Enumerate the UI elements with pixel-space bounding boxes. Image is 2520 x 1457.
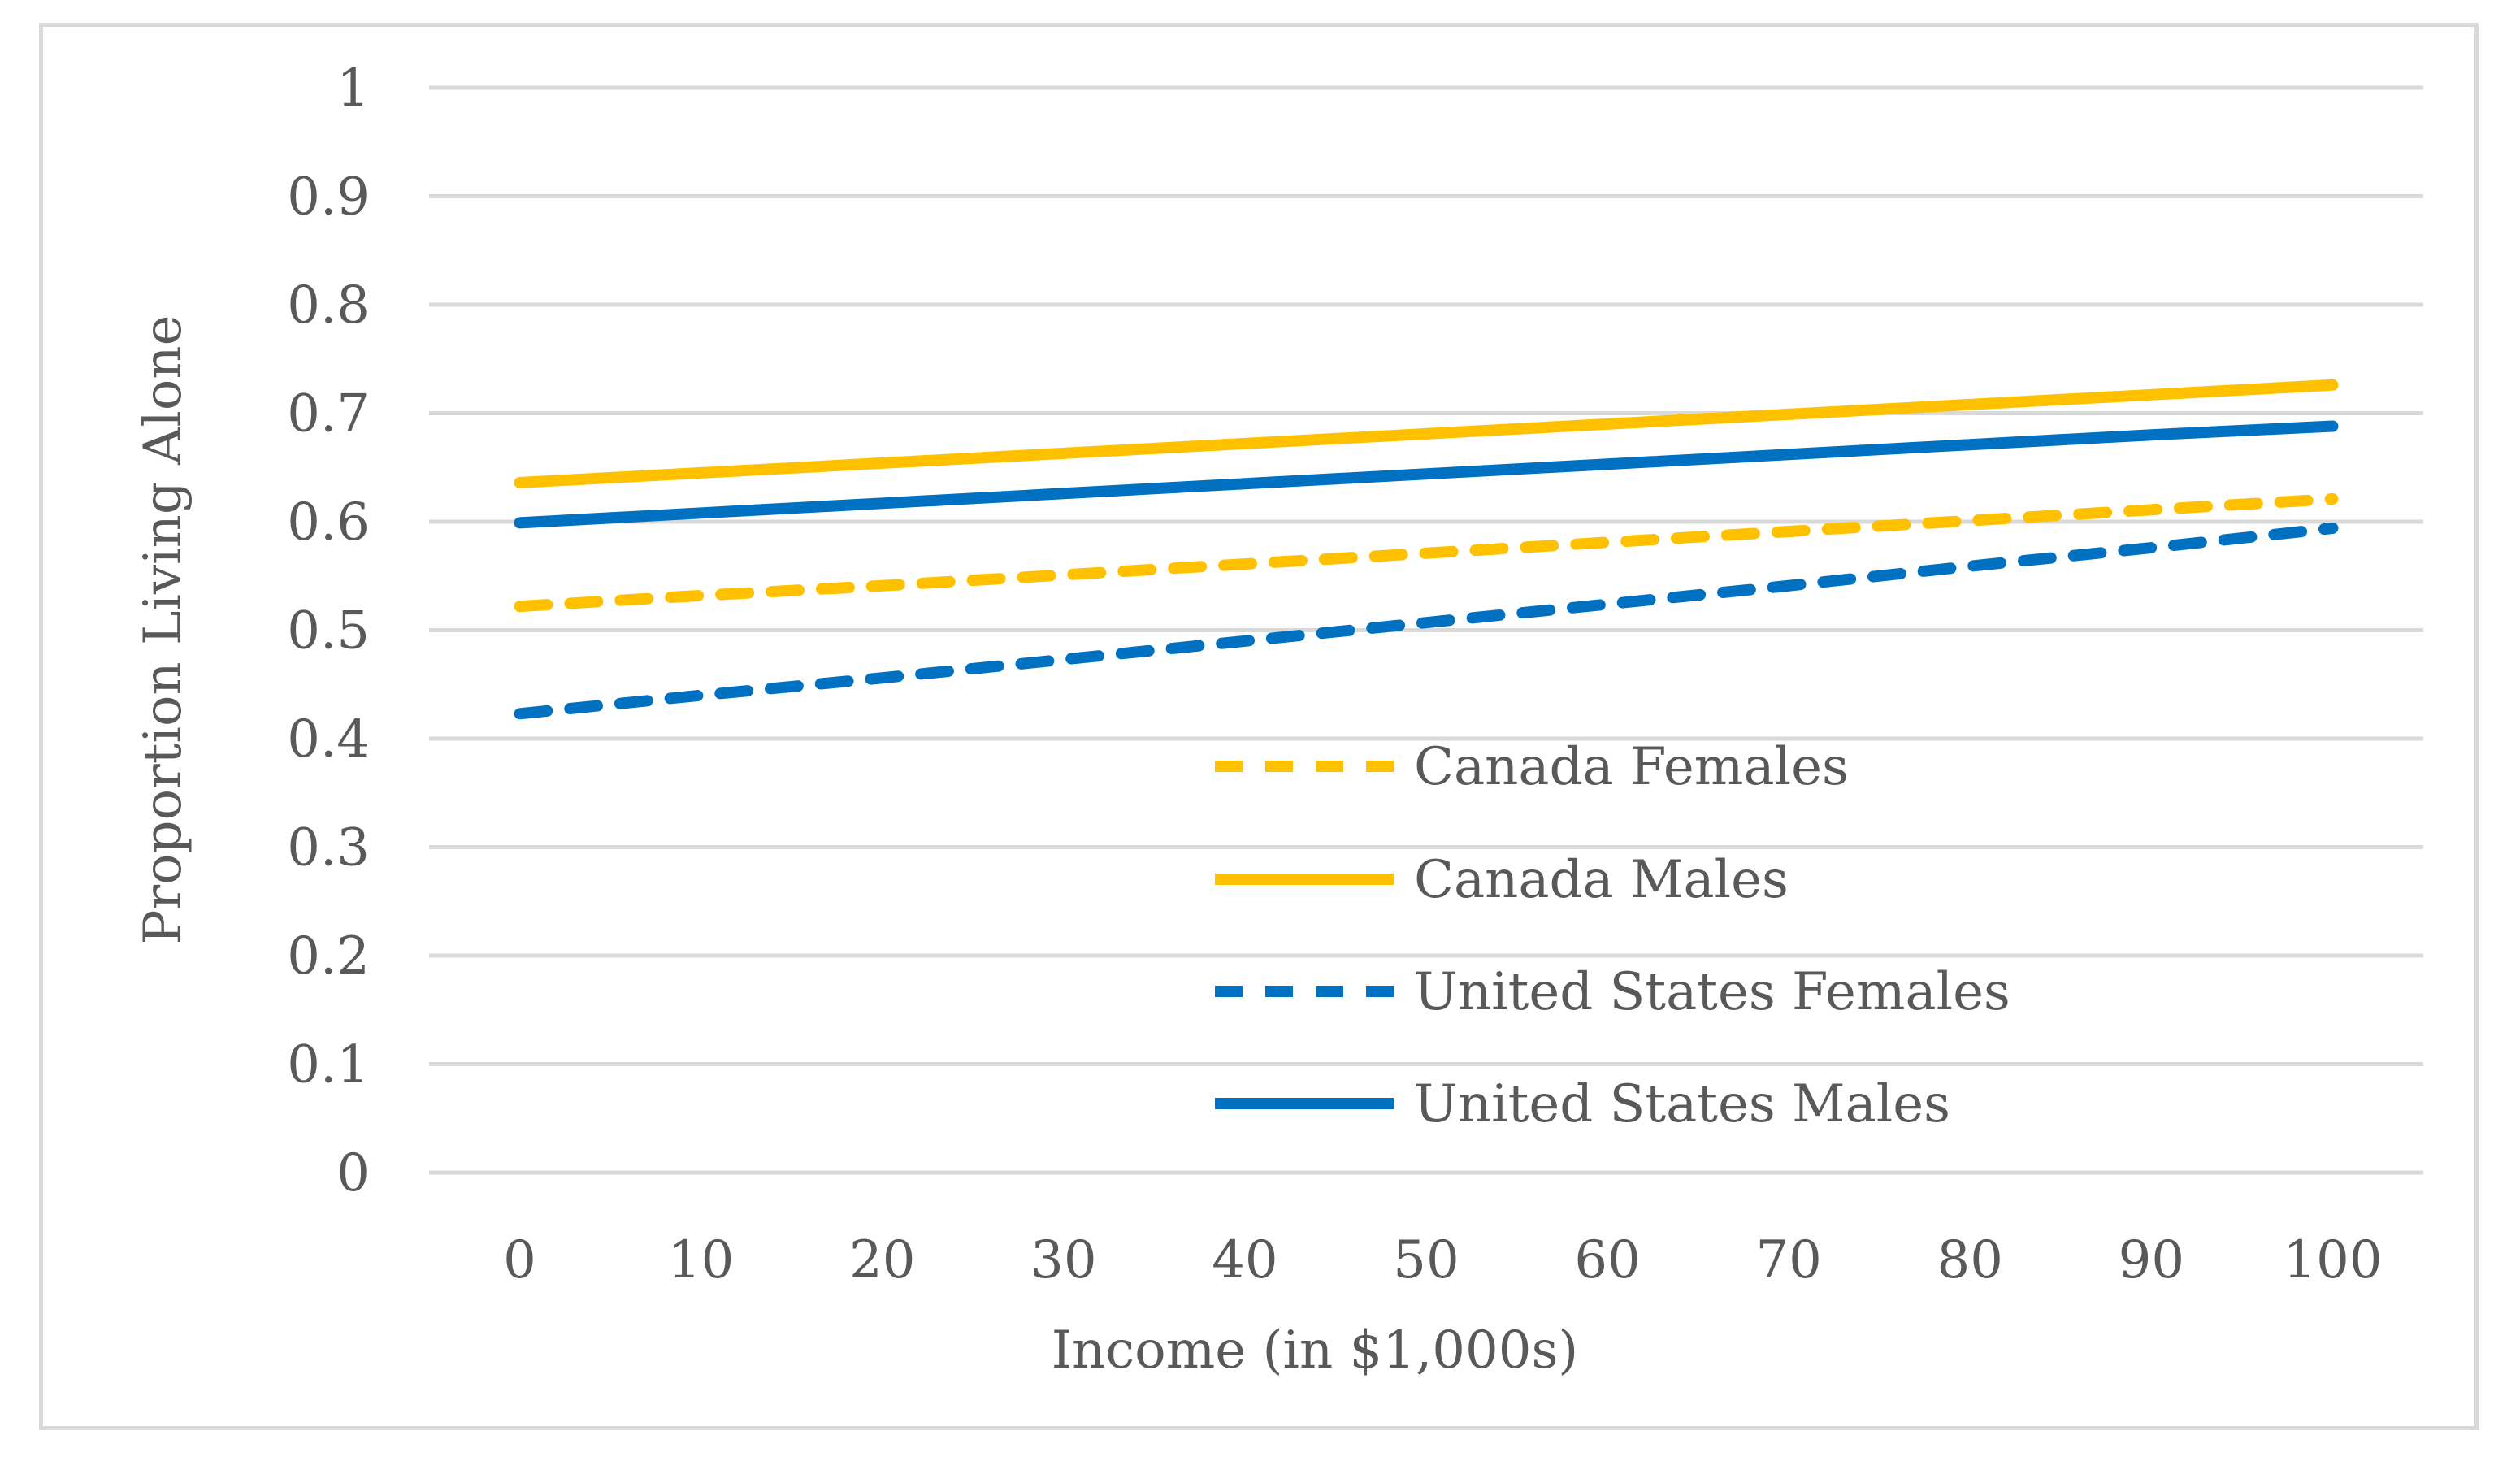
y-tick-label: 0.6 — [287, 492, 370, 553]
y-axis-ticks: 0 0.1 0.2 0.3 0.4 0.5 0.6 0.7 0.8 0.9 1 — [287, 59, 370, 1203]
legend: Canada Females Canada Males United State… — [1215, 737, 2010, 1134]
series-line-canada-males — [514, 379, 2339, 488]
legend-label-canada-males: Canada Males — [1414, 850, 1789, 910]
x-axis-title: Income (in $1,000s) — [1052, 1320, 1579, 1381]
y-tick-label: 0.8 — [287, 275, 370, 336]
y-tick-label: 1 — [336, 59, 370, 119]
series-line-canada-females — [514, 492, 2339, 613]
legend-item-canada-males: Canada Males — [1215, 850, 1789, 910]
x-tick-label: 90 — [2119, 1230, 2184, 1290]
x-tick-label: 60 — [1574, 1230, 1640, 1290]
chart-frame — [39, 23, 2479, 1430]
x-tick-label: 30 — [1030, 1230, 1096, 1290]
legend-item-canada-females: Canada Females — [1215, 737, 1849, 797]
x-tick-label: 0 — [503, 1230, 536, 1290]
legend-label-united-states-females: United States Females — [1414, 962, 2010, 1022]
legend-item-united-states-females: United States Females — [1215, 962, 2010, 1022]
data-series — [514, 379, 2339, 720]
x-tick-label: 40 — [1212, 1230, 1277, 1290]
y-axis-title: Proportion Living Alone — [133, 315, 193, 945]
x-tick-label: 50 — [1393, 1230, 1459, 1290]
y-tick-label: 0.4 — [287, 709, 370, 770]
series-line-united-states-females — [514, 523, 2339, 720]
legend-item-united-states-males: United States Males — [1215, 1074, 1950, 1134]
y-tick-label: 0.5 — [287, 601, 370, 661]
legend-label-canada-females: Canada Females — [1414, 737, 1849, 797]
series-line-united-states-males — [514, 420, 2339, 529]
y-tick-label: 0 — [336, 1143, 370, 1203]
y-tick-label: 0.2 — [287, 926, 370, 987]
x-tick-label: 20 — [849, 1230, 915, 1290]
y-tick-label: 0.3 — [287, 818, 370, 878]
x-axis-ticks: 0 10 20 30 40 50 60 70 80 90 100 — [503, 1230, 2382, 1290]
x-tick-label: 100 — [2283, 1230, 2382, 1290]
gridlines — [429, 85, 2423, 1175]
legend-label-united-states-males: United States Males — [1414, 1074, 1950, 1134]
x-tick-label: 10 — [668, 1230, 734, 1290]
x-tick-label: 80 — [1937, 1230, 2003, 1290]
y-tick-label: 0.7 — [287, 384, 370, 444]
y-tick-label: 0.1 — [287, 1035, 370, 1095]
x-tick-label: 70 — [1755, 1230, 1821, 1290]
y-tick-label: 0.9 — [287, 167, 370, 228]
